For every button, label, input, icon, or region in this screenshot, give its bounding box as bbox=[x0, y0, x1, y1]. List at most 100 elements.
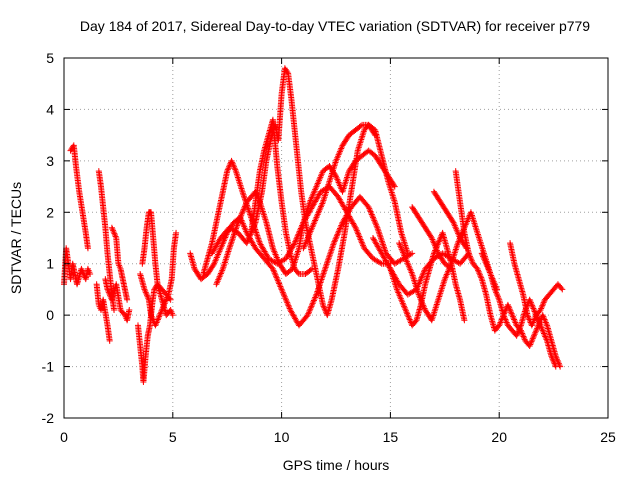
data-point bbox=[475, 233, 482, 240]
data-point bbox=[407, 251, 414, 258]
data-point bbox=[514, 329, 521, 336]
data-point bbox=[309, 300, 316, 307]
data-point bbox=[404, 312, 411, 319]
data-point bbox=[529, 302, 536, 309]
data-point bbox=[388, 189, 395, 196]
data-point bbox=[235, 219, 242, 226]
data-point bbox=[482, 259, 489, 266]
data-point bbox=[511, 316, 518, 323]
data-point bbox=[478, 244, 485, 251]
data-point bbox=[373, 221, 380, 228]
data-point bbox=[540, 301, 547, 308]
data-point bbox=[236, 216, 243, 223]
data-point bbox=[540, 315, 547, 322]
data-point bbox=[503, 319, 510, 326]
data-point bbox=[473, 226, 480, 233]
data-point bbox=[153, 319, 160, 326]
data-point bbox=[279, 289, 286, 296]
data-point bbox=[229, 234, 236, 241]
data-point bbox=[431, 309, 438, 316]
data-point bbox=[470, 218, 477, 225]
data-point bbox=[543, 320, 550, 327]
data-point bbox=[360, 128, 367, 135]
data-point bbox=[398, 229, 405, 236]
data-point bbox=[327, 175, 334, 182]
data-point bbox=[245, 237, 252, 244]
data-point bbox=[322, 265, 329, 272]
data-point bbox=[529, 304, 536, 311]
data-point bbox=[353, 226, 360, 233]
data-point bbox=[328, 247, 335, 254]
data-point bbox=[344, 174, 351, 181]
data-point bbox=[255, 235, 262, 242]
series-track-d bbox=[102, 276, 133, 324]
data-point bbox=[280, 290, 287, 297]
data-point bbox=[475, 268, 482, 275]
chart-title: Day 184 of 2017, Sidereal Day-to-day VTE… bbox=[80, 18, 590, 34]
data-point bbox=[343, 177, 350, 184]
data-point bbox=[371, 218, 378, 225]
data-point bbox=[474, 229, 481, 236]
data-point bbox=[328, 246, 335, 253]
data-point bbox=[320, 271, 327, 278]
x-axis-label: GPS time / hours bbox=[283, 457, 390, 473]
data-point bbox=[536, 320, 543, 327]
data-point bbox=[329, 244, 336, 251]
data-point bbox=[541, 316, 548, 323]
data-point bbox=[247, 231, 254, 238]
data-point bbox=[279, 287, 286, 294]
data-point bbox=[478, 242, 485, 249]
data-point bbox=[260, 211, 267, 218]
data-point bbox=[309, 301, 316, 308]
data-point bbox=[237, 182, 244, 189]
series-track-c bbox=[95, 168, 118, 313]
data-point bbox=[542, 334, 549, 341]
data-point bbox=[244, 238, 251, 245]
y-tick-label: 5 bbox=[46, 50, 54, 66]
data-point bbox=[304, 312, 311, 319]
x-tick-label: 20 bbox=[491, 429, 507, 445]
data-point bbox=[360, 242, 367, 249]
data-point bbox=[271, 270, 278, 277]
data-point bbox=[110, 227, 117, 234]
data-point bbox=[262, 217, 269, 224]
data-point bbox=[331, 238, 338, 245]
data-point bbox=[160, 303, 167, 310]
data-point bbox=[379, 239, 386, 246]
data-point bbox=[494, 293, 501, 300]
data-point bbox=[531, 307, 538, 313]
data-point bbox=[326, 178, 333, 185]
y-tick-label: 3 bbox=[46, 153, 54, 169]
y-tick-label: 2 bbox=[46, 204, 54, 220]
data-point bbox=[240, 206, 247, 213]
data-point bbox=[533, 326, 540, 333]
data-point bbox=[391, 197, 398, 204]
data-point bbox=[377, 259, 384, 266]
data-point bbox=[376, 232, 383, 239]
data-point bbox=[379, 241, 386, 248]
data-point bbox=[319, 273, 326, 280]
data-point bbox=[427, 233, 434, 240]
data-point bbox=[157, 310, 164, 317]
data-point bbox=[390, 194, 397, 201]
data-point bbox=[355, 145, 362, 152]
data-point bbox=[152, 322, 159, 329]
data-point bbox=[224, 251, 231, 258]
data-point bbox=[476, 271, 483, 278]
data-point bbox=[164, 293, 171, 300]
data-point bbox=[321, 304, 328, 311]
data-point bbox=[417, 276, 424, 283]
data-point bbox=[436, 291, 443, 298]
data-point bbox=[230, 162, 237, 169]
data-point bbox=[501, 313, 508, 320]
data-point bbox=[435, 238, 442, 245]
y-tick-label: 1 bbox=[46, 256, 54, 272]
data-point bbox=[465, 250, 472, 257]
data-point bbox=[493, 289, 500, 296]
data-point bbox=[323, 261, 330, 268]
data-point bbox=[295, 248, 302, 255]
data-point bbox=[325, 256, 332, 263]
data-point bbox=[507, 307, 514, 314]
data-point bbox=[241, 203, 248, 210]
data-point bbox=[239, 188, 246, 195]
